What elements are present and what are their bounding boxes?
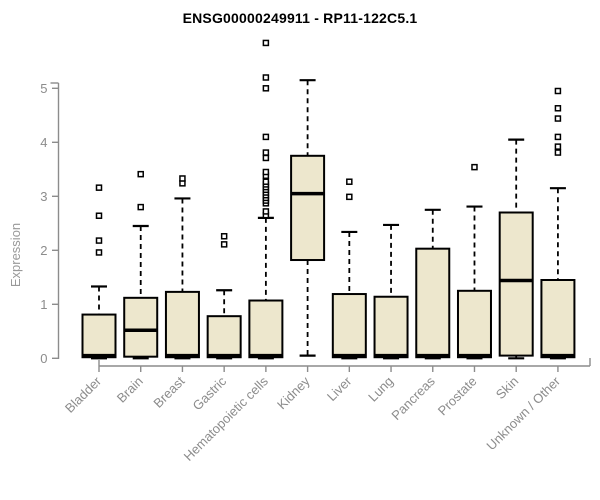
y-tick-label: 5 [40, 81, 47, 96]
outlier-point [262, 178, 270, 185]
y-tick-label: 0 [40, 351, 47, 366]
outlier-point [346, 178, 353, 185]
outlier-point [262, 74, 270, 81]
box-liver: Liver [324, 178, 367, 404]
box-lung: Lung [365, 223, 409, 405]
iqr-box [248, 299, 284, 359]
x-tick-label: Lung [365, 374, 396, 405]
x-tick-label: Kidney [274, 373, 313, 412]
x-tick-label: Bladder [62, 373, 105, 416]
iqr-box [373, 295, 409, 359]
iqr-box [81, 313, 117, 359]
box-kidney: Kidney [274, 79, 326, 412]
box-brain: Brain [114, 170, 159, 406]
outlier-point [220, 241, 228, 248]
outlier-point [262, 85, 270, 92]
outlier-point [220, 233, 228, 240]
outlier-point [95, 237, 103, 244]
outlier-point [471, 163, 478, 171]
outlier-point [554, 87, 562, 95]
outlier-point [95, 212, 103, 219]
outlier-point [262, 133, 270, 141]
iqr-box [540, 279, 576, 359]
outlier-point [262, 149, 270, 156]
outlier-point [262, 168, 270, 176]
x-tick-label: Unknown / Other [483, 373, 563, 453]
iqr-box [164, 290, 200, 359]
outlier-point [262, 154, 270, 162]
iqr-box [331, 293, 367, 359]
x-tick-label: Skin [493, 374, 521, 402]
outlier-point [262, 39, 270, 47]
outlier-point [262, 208, 270, 215]
outlier-point [95, 184, 103, 191]
outlier-point [554, 143, 562, 150]
y-tick-label: 1 [40, 297, 47, 312]
iqr-box [415, 247, 451, 359]
outlier-point [346, 193, 353, 201]
outlier-point [554, 149, 562, 156]
outlier-point [554, 133, 562, 141]
outlier-point [554, 115, 562, 122]
iqr-box [123, 296, 159, 358]
box-skin: Skin [493, 138, 534, 402]
iqr-box [456, 289, 492, 359]
x-tick-label: Prostate [435, 374, 480, 419]
outlier-point [137, 170, 144, 178]
x-tick-label: Liver [324, 373, 355, 404]
x-tick-label: Pancreas [388, 373, 438, 423]
x-tick-label: Breast [150, 373, 187, 410]
y-tick-label: 2 [40, 243, 47, 258]
x-tick-label: Brain [114, 374, 146, 406]
iqr-box [206, 315, 242, 359]
chart-title: ENSG00000249911 - RP11-122C5.1 [182, 10, 418, 26]
iqr-box [498, 211, 534, 357]
box-breast: Breast [150, 175, 200, 411]
outlier-point [554, 105, 562, 112]
outlier-point [137, 203, 144, 211]
y-tick-label: 4 [40, 135, 47, 150]
outlier-point [95, 249, 103, 256]
x-tick-label: Gastric [190, 373, 230, 413]
outlier-point [179, 175, 186, 182]
iqr-box [290, 154, 326, 262]
box-bladder: Bladder [62, 184, 117, 416]
y-tick-label: 3 [40, 189, 47, 204]
